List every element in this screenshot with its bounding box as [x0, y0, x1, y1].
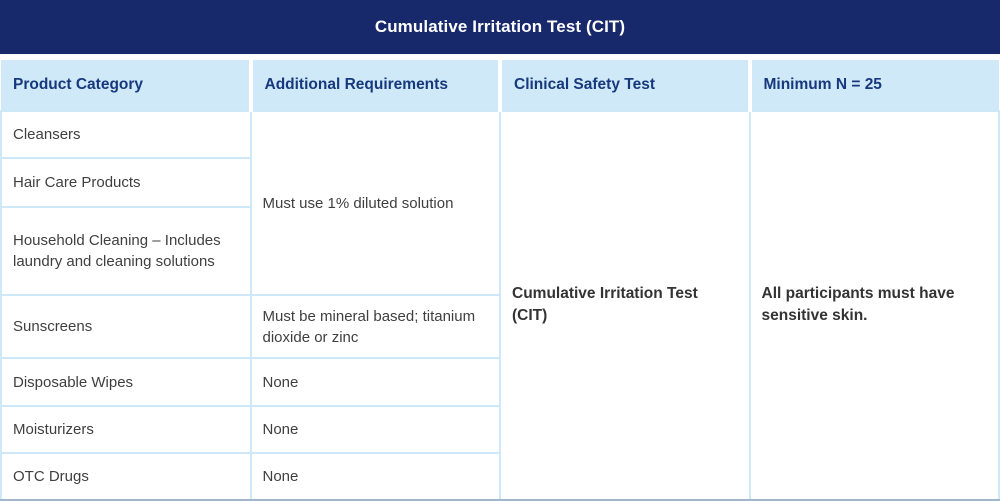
table-title-bar: Cumulative Irritation Test (CIT) — [0, 0, 1000, 54]
column-header-additional-requirements: Additional Requirements — [248, 60, 500, 111]
column-header-clinical-safety-test: Clinical Safety Test — [498, 60, 750, 111]
column-header-product-category: Product Category — [1, 60, 251, 111]
cell-category-disposable-wipes: Disposable Wipes — [0, 357, 252, 407]
table-row: Disposable Wipes None — [0, 357, 999, 407]
cit-table: Product Category Additional Requirements… — [0, 60, 1000, 501]
cell-category-hair-care: Hair Care Products — [0, 157, 252, 208]
header-row: Product Category Additional Requirements… — [1, 60, 999, 111]
cell-requirement-none: None — [249, 357, 501, 407]
cell-requirement-diluted-solution: Must use 1% diluted solution — [249, 110, 501, 296]
cell-category-moisturizers: Moisturizers — [0, 405, 252, 454]
cell-category-sunscreens: Sunscreens — [0, 294, 252, 359]
column-header-minimum-n: Minimum N = 25 — [747, 60, 999, 111]
cell-requirement-none: None — [249, 452, 501, 501]
cell-category-otc-drugs: OTC Drugs — [0, 452, 252, 501]
table-row: Sunscreens Must be mineral based; titani… — [0, 294, 999, 359]
cell-requirement-none: None — [249, 405, 501, 454]
cell-minimum-n-note: All participants must have sensitive ski… — [748, 110, 1000, 501]
cell-clinical-safety-test: Cumulative Irritation Test (CIT) — [499, 110, 751, 501]
cell-category-household-cleaning: Household Cleaning – Includes laundry an… — [0, 206, 252, 296]
cell-category-cleansers: Cleansers — [0, 110, 252, 159]
table-row: OTC Drugs None — [0, 452, 999, 501]
title-header-divider — [0, 54, 1000, 60]
table-row: Moisturizers None — [0, 405, 999, 454]
cell-requirement-mineral-based: Must be mineral based; titanium dioxide … — [249, 294, 501, 359]
table-row: Hair Care Products — [0, 157, 999, 208]
table-title: Cumulative Irritation Test (CIT) — [374, 17, 626, 36]
table-row: Household Cleaning – Includes laundry an… — [0, 206, 999, 296]
table-row: Cleansers Must use 1% diluted solution C… — [0, 110, 1000, 501]
